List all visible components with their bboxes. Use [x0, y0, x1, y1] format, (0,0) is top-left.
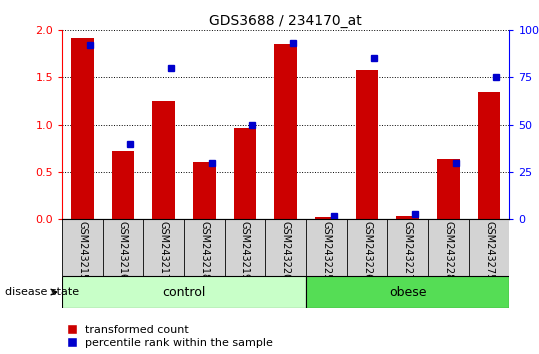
Bar — [397, 216, 419, 219]
Text: obese: obese — [389, 286, 426, 298]
Bar — [153, 101, 175, 219]
Bar — [193, 162, 216, 219]
Text: GSM243226: GSM243226 — [362, 221, 372, 280]
Text: GSM243275: GSM243275 — [484, 221, 494, 281]
Bar — [234, 128, 256, 219]
Text: GSM243228: GSM243228 — [444, 221, 453, 280]
Bar — [71, 38, 93, 219]
Bar — [356, 70, 378, 219]
Title: GDS3688 / 234170_at: GDS3688 / 234170_at — [209, 14, 362, 28]
Bar — [62, 276, 306, 308]
Text: disease state: disease state — [5, 287, 80, 297]
Bar — [274, 44, 297, 219]
Text: GSM243217: GSM243217 — [158, 221, 169, 280]
Text: GSM243216: GSM243216 — [118, 221, 128, 280]
Bar — [478, 92, 500, 219]
Text: GSM243220: GSM243220 — [281, 221, 291, 280]
Legend: transformed count, percentile rank within the sample: transformed count, percentile rank withi… — [67, 325, 273, 348]
Text: GSM243219: GSM243219 — [240, 221, 250, 280]
Bar — [112, 151, 134, 219]
Text: control: control — [162, 286, 206, 298]
Bar — [315, 217, 337, 219]
Text: GSM243215: GSM243215 — [77, 221, 87, 280]
Text: GSM243225: GSM243225 — [321, 221, 331, 281]
Bar — [437, 159, 460, 219]
Text: GSM243227: GSM243227 — [403, 221, 413, 281]
Bar — [306, 276, 509, 308]
Text: GSM243218: GSM243218 — [199, 221, 209, 280]
